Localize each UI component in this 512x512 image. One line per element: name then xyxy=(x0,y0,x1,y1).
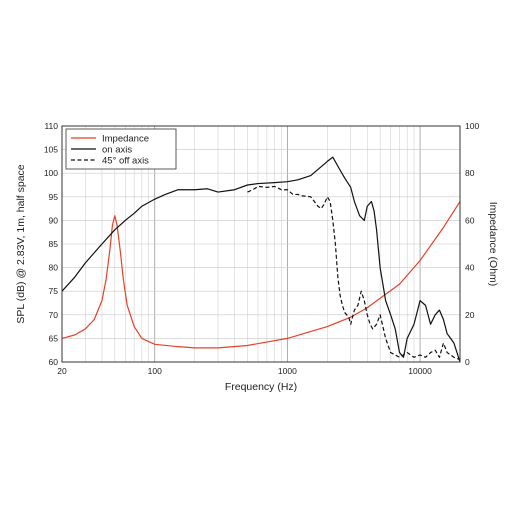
y-axis-label-right: Impedance (Ohm) xyxy=(487,202,499,287)
x-tick-label: 20 xyxy=(57,366,67,376)
y-left-tick-label: 70 xyxy=(49,310,59,320)
x-tick-label: 10000 xyxy=(408,366,432,376)
y-left-tick-label: 90 xyxy=(49,215,59,225)
y-left-tick-label: 60 xyxy=(49,357,59,367)
tick-labels: 20 100 1000 10000 60 65 70 75 80 85 90 95 100 105 110 0… xyxy=(44,121,480,376)
y-left-tick-label: 105 xyxy=(44,145,58,155)
y-left-tick-label: 85 xyxy=(49,239,59,249)
y-axis-label-left: SPL (dB) @ 2.83V, 1m, half space xyxy=(15,164,27,323)
legend-label-impedance: Impedance xyxy=(102,134,149,145)
legend-label-45-off-axis: 45° off axis xyxy=(102,156,149,167)
y-left-tick-label: 110 xyxy=(44,121,58,131)
legend-label-on-axis: on axis xyxy=(102,145,132,156)
y-right-tick-label: 80 xyxy=(465,168,475,178)
series-line-45-off-axis xyxy=(247,185,461,361)
x-tick-label: 100 xyxy=(148,366,162,376)
legend: Impedance on axis 45° off axis xyxy=(65,128,177,170)
series-line-on-axis xyxy=(61,156,461,363)
y-left-tick-label: 95 xyxy=(49,192,59,202)
y-right-tick-label: 0 xyxy=(465,357,470,367)
series-line-impedance xyxy=(61,201,461,349)
y-left-tick-label: 100 xyxy=(44,168,58,178)
y-left-tick-label: 75 xyxy=(49,286,59,296)
x-tick-label: 1000 xyxy=(278,366,297,376)
y-right-tick-label: 100 xyxy=(465,121,479,131)
plot-frame xyxy=(61,125,461,363)
y-left-tick-label: 80 xyxy=(49,263,59,273)
y-right-tick-label: 40 xyxy=(465,263,475,273)
y-right-tick-label: 60 xyxy=(465,215,475,225)
y-left-tick-label: 65 xyxy=(49,333,59,343)
x-axis-label: Frequency (Hz) xyxy=(225,381,297,393)
series-layer xyxy=(61,156,461,363)
y-right-tick-label: 20 xyxy=(465,310,475,320)
